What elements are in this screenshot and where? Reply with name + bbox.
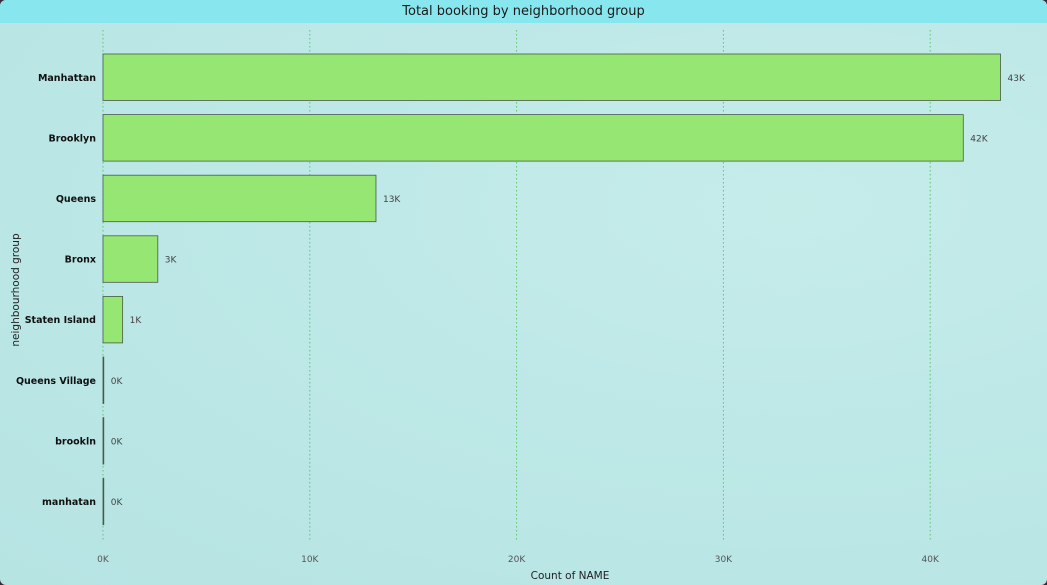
bar xyxy=(102,295,124,344)
bars xyxy=(102,53,1001,526)
data-label: 0K xyxy=(111,437,124,447)
labels: 0K 10K 20K 30K 40K Manhattan 43K Brooklyn 42K Que… xyxy=(16,73,1026,565)
data-label: 42K xyxy=(970,134,988,144)
category-label: Manhattan xyxy=(38,73,96,84)
title-bar: Total booking by neighborhood group xyxy=(0,0,1047,23)
data-label: 43K xyxy=(1008,74,1026,84)
x-axis-title: Count of NAME xyxy=(531,570,610,582)
data-label: 1K xyxy=(130,316,143,326)
bar xyxy=(102,53,1001,101)
category-label: brookln xyxy=(55,436,96,447)
chart-title: Total booking by neighborhood group xyxy=(402,4,645,19)
bar xyxy=(102,356,105,404)
category-label: manhatan xyxy=(42,497,96,508)
data-label: 13K xyxy=(383,195,401,205)
x-tick-label: 10K xyxy=(301,555,319,565)
category-label: Queens Village xyxy=(16,376,96,387)
data-label: 0K xyxy=(111,377,124,387)
x-tick-label: 0K xyxy=(97,555,110,565)
y-axis-title: neighbourhood group xyxy=(10,233,22,347)
x-tick-label: 30K xyxy=(715,555,733,565)
bar xyxy=(102,417,105,465)
category-label: Brooklyn xyxy=(48,133,96,144)
bar xyxy=(102,235,159,283)
bar xyxy=(102,174,377,223)
data-label: 0K xyxy=(111,498,124,508)
gridlines xyxy=(102,30,931,540)
category-label: Staten Island xyxy=(25,315,96,326)
x-tick-label: 40K xyxy=(922,555,940,565)
category-label: Bronx xyxy=(65,255,96,266)
bar xyxy=(102,114,964,162)
data-label: 3K xyxy=(165,256,178,266)
bar xyxy=(102,477,105,526)
x-tick-label: 20K xyxy=(508,555,526,565)
category-label: Queens xyxy=(56,194,96,205)
